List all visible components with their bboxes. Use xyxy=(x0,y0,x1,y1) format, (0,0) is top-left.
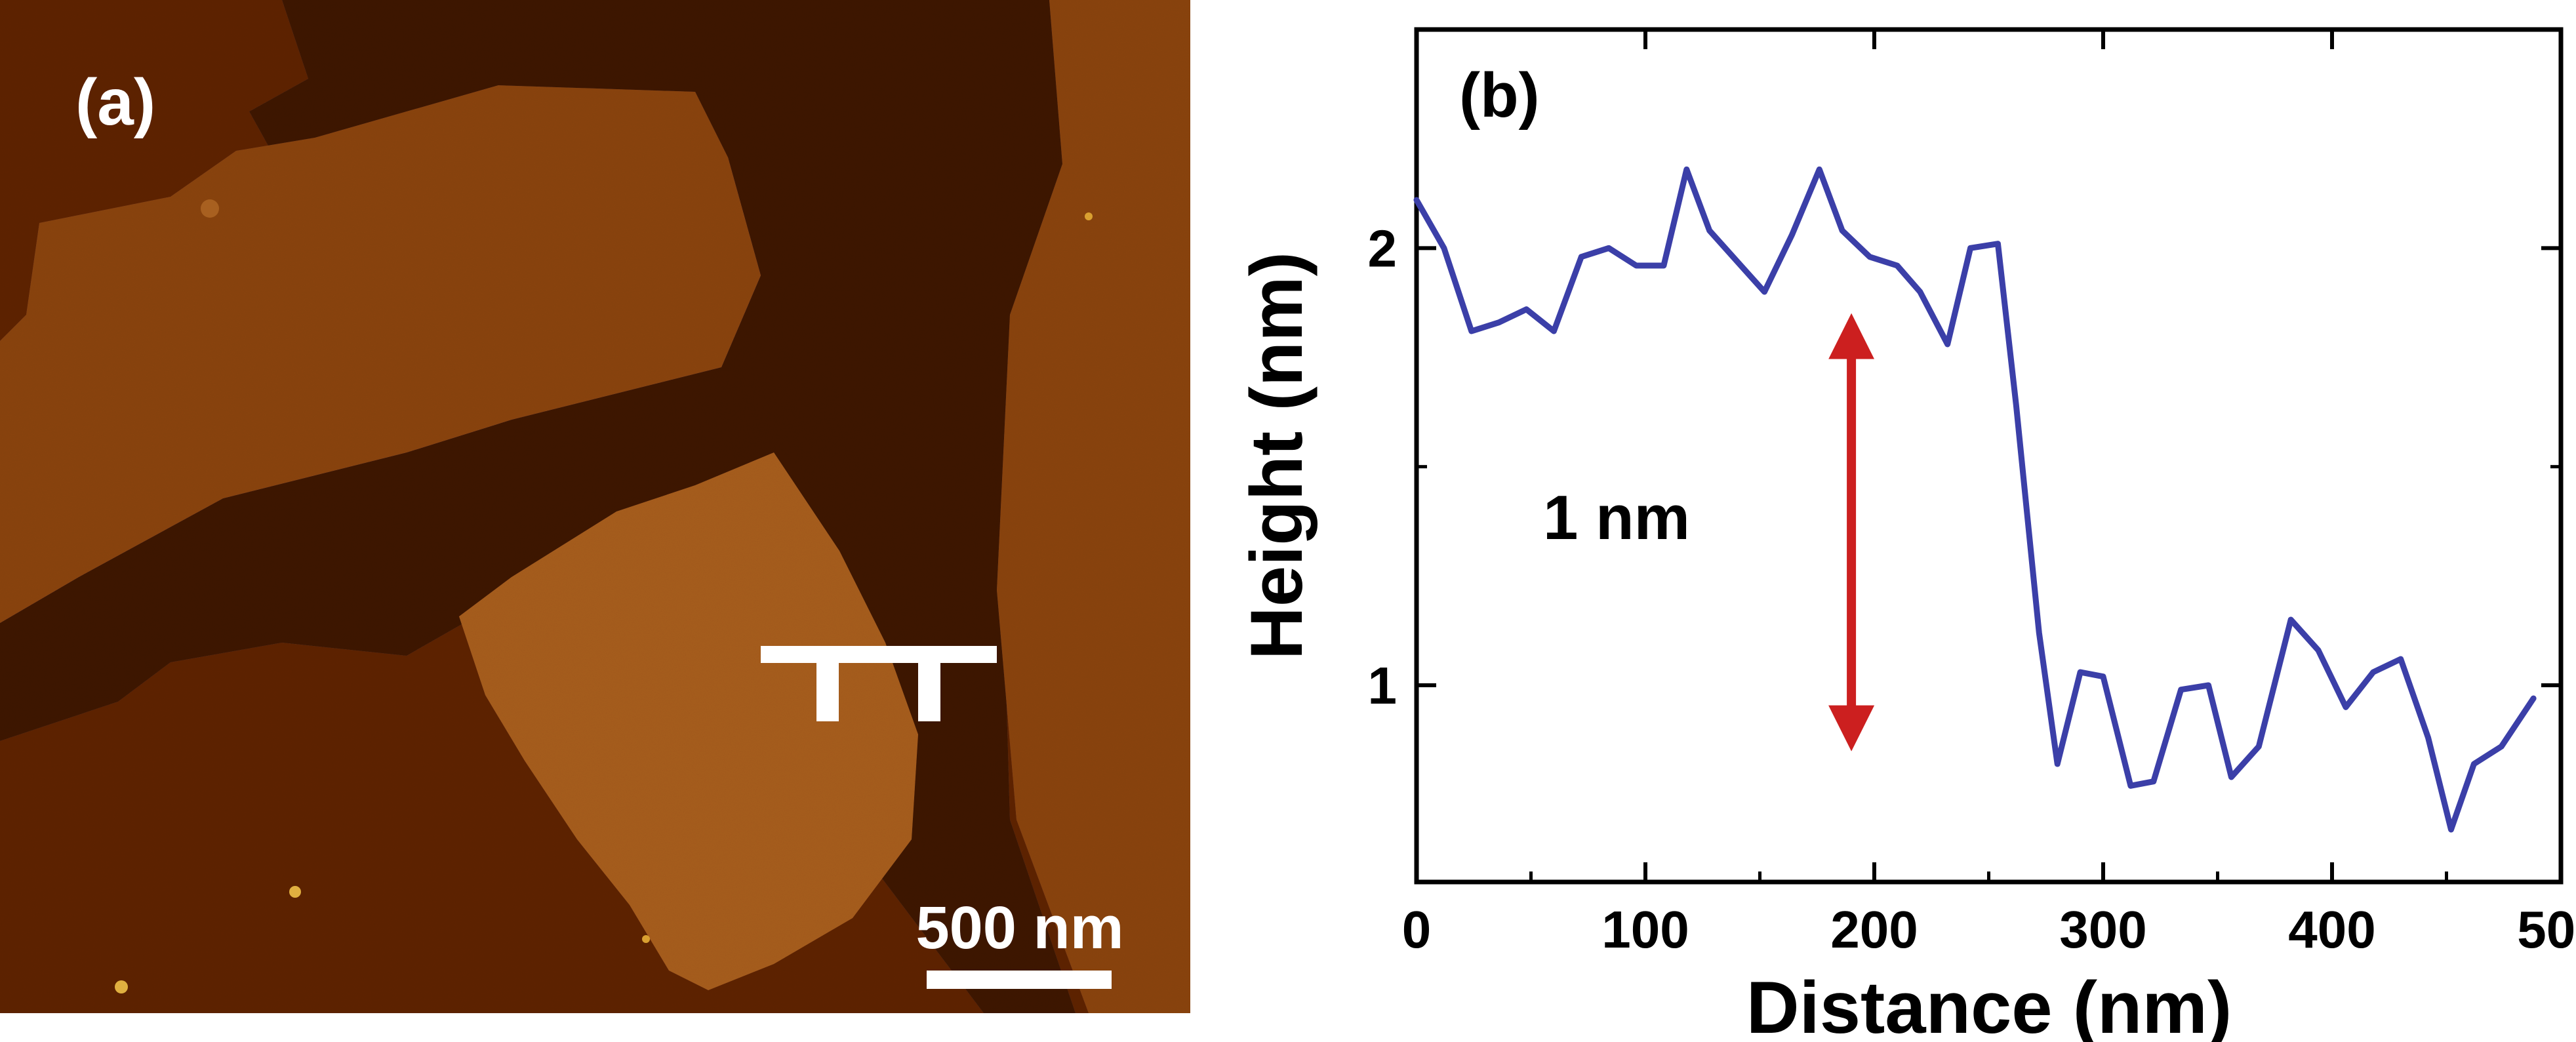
panel-label-b: (b) xyxy=(1459,60,1540,130)
x-tick-label: 100 xyxy=(1601,900,1689,959)
y-tick-label: 1 xyxy=(1368,656,1398,715)
series-group xyxy=(1413,166,2537,833)
afm-spot xyxy=(1085,212,1093,220)
scale-bar-label: 500 nm xyxy=(916,894,1123,961)
series-line xyxy=(1413,166,2537,833)
scale-bar xyxy=(927,971,1112,989)
x-tick-label: 200 xyxy=(1830,900,1918,959)
afm-spot xyxy=(201,199,219,218)
x-tick-label: 300 xyxy=(2059,900,2146,959)
height-profile-chart: 0100200300400500 12 1 nm (b) Distance (n… xyxy=(1236,27,2576,1042)
annotation-group: 1 nm xyxy=(1543,313,1875,751)
x-tick-label: 400 xyxy=(2288,900,2375,959)
afm-spot xyxy=(642,935,650,943)
step-height-label: 1 nm xyxy=(1543,483,1690,553)
afm-spot xyxy=(115,980,128,993)
y-axis-title: Height (nm) xyxy=(1236,252,1318,660)
x-axis-title: Distance (nm) xyxy=(1746,967,2232,1042)
afm-flake xyxy=(0,85,761,623)
profile-line-marker xyxy=(761,646,997,721)
x-axis-ticks: 0 100 200 300 400 500 xyxy=(1402,30,2576,959)
panel-label-a: (a) xyxy=(75,66,155,139)
plot-frame xyxy=(1414,27,2564,885)
y-axis-ticks: 12 xyxy=(1368,219,2561,715)
afm-spot xyxy=(289,886,301,898)
afm-image xyxy=(0,0,1190,1013)
x-tick-label: 500 xyxy=(2517,900,2576,959)
afm-flake xyxy=(459,452,918,990)
x-tick-label: 0 xyxy=(1402,900,1432,959)
afm-flake xyxy=(997,0,1190,1013)
y-tick-label: 2 xyxy=(1368,219,1398,277)
